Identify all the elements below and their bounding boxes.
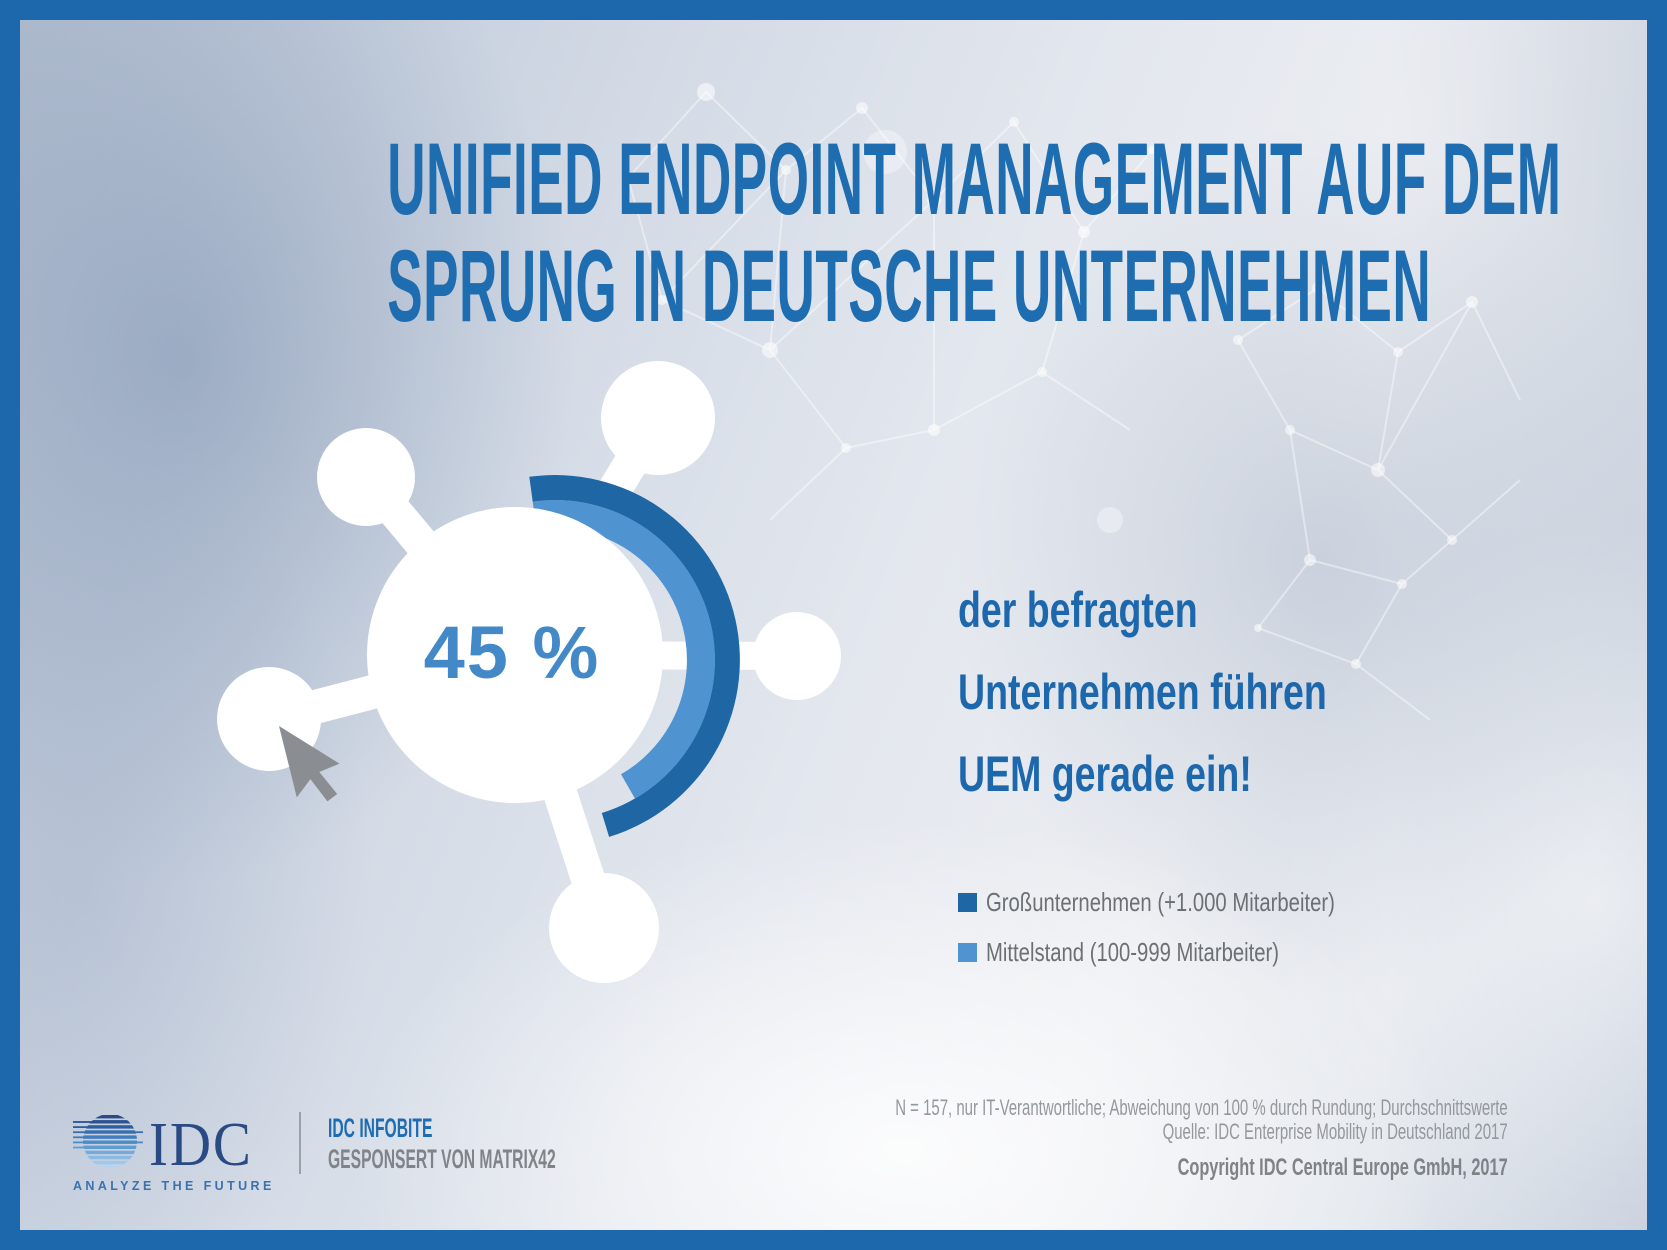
donut-arc-mittelstand [532,500,715,799]
idc-logo: IDC ANALYZE THE FUTURE [73,1112,275,1193]
satellite-right [753,612,841,700]
footer-brand: IDC ANALYZE THE FUTURE IDC INFOBITE GESP… [73,1112,720,1193]
donut-arc-grossunternehmen [529,475,740,837]
statement-line-1: der befragten [958,582,1198,638]
statement-line-2: Unternehmen führen [958,664,1327,720]
legend-row-grossunternehmen: Großunternehmen (+1.000 Mitarbeiter) [958,887,1433,917]
legend: Großunternehmen (+1.000 Mitarbeiter) Mit… [958,887,1433,993]
footnotes: N = 157, nur IT-Verantwortliche; Abweich… [896,1096,1508,1181]
idc-globe-icon [73,1115,143,1168]
satellite-top-right [601,361,715,475]
hub-circle [367,507,663,803]
cursor-icon [279,726,340,802]
satellite-bottom [549,873,659,983]
legend-label-mittelstand: Mittelstand (100-999 Mitarbeiter) [986,937,1280,967]
footnote-line-2: Quelle: IDC Enterprise Mobility in Deuts… [1162,1119,1508,1144]
globe-stripe-extensions [73,1121,143,1149]
footer-divider [298,1112,301,1174]
network-pattern-decoration [623,83,1521,721]
percentage-value: 45 % [424,611,601,694]
footnote-line-1: N = 157, nur IT-Verantwortliche; Abweich… [895,1095,1508,1120]
legend-row-mittelstand: Mittelstand (100-999 Mitarbeiter) [958,937,1433,967]
statement-text: der befragten Unternehmen führen UEM ger… [958,569,1327,815]
background-photo-wash [20,20,1647,1230]
infobite-label: IDC INFOBITE [327,1113,433,1143]
idc-wordmark: IDC [149,1111,253,1179]
satellite-top-left [317,428,415,526]
uem-gauge-graphic: 45 % [217,361,841,983]
copyright-line: Copyright IDC Central Europe GmbH, 2017 [1177,1154,1508,1181]
sponsor-block: IDC INFOBITE GESPONSERT VON MATRIX42 [328,1112,721,1176]
idc-tagline: ANALYZE THE FUTURE [73,1179,275,1193]
statement-line-3: UEM gerade ein! [958,746,1252,802]
legend-label-grossunternehmen: Großunternehmen (+1.000 Mitarbeiter) [986,887,1335,917]
legend-swatch-mittelstand [958,943,977,962]
legend-swatch-grossunternehmen [958,893,977,912]
satellite-nodes [217,361,841,983]
sponsor-label: GESPONSERT VON MATRIX42 [327,1144,556,1174]
